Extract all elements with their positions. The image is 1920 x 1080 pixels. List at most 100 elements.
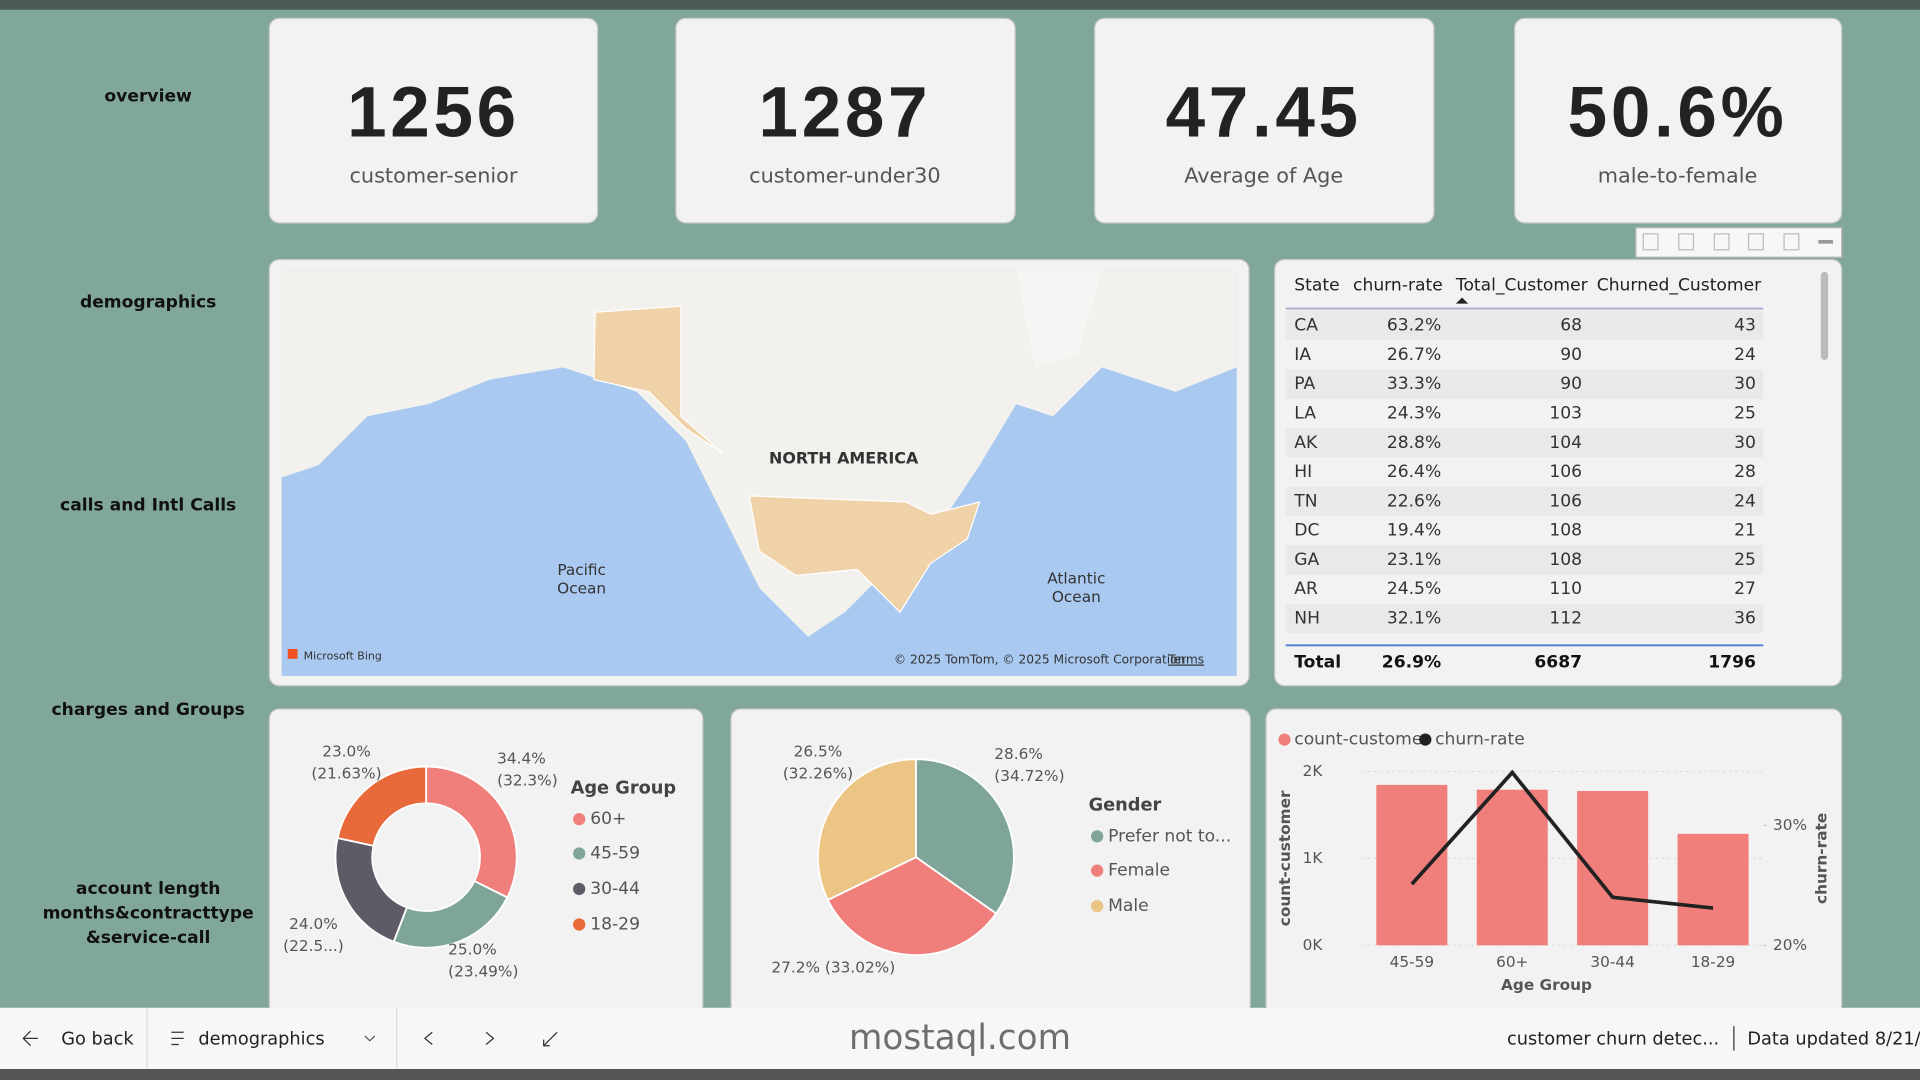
row-bg bbox=[1285, 428, 1764, 458]
focus-icon[interactable] bbox=[1783, 233, 1800, 251]
table-cell: 90 bbox=[1560, 345, 1582, 365]
table-cell: 25 bbox=[1734, 550, 1756, 570]
map-logo: Microsoft Bing bbox=[304, 649, 382, 662]
bing-logo bbox=[287, 648, 298, 659]
next-page[interactable] bbox=[485, 1031, 495, 1045]
table-cell: 90 bbox=[1560, 374, 1582, 394]
table-cell: 28 bbox=[1734, 462, 1756, 482]
combo-card bbox=[1265, 708, 1843, 1016]
total-cell: 26.9% bbox=[1382, 652, 1441, 672]
column-header[interactable]: Churned_Customer bbox=[1597, 275, 1762, 295]
table-cell: 19.4% bbox=[1387, 521, 1441, 541]
data-label: 27.2% (33.02%) bbox=[771, 958, 895, 976]
table-cell: DC bbox=[1294, 521, 1319, 541]
back-button[interactable]: Go back bbox=[61, 1030, 134, 1050]
legend-swatch bbox=[573, 847, 586, 860]
slice bbox=[425, 765, 518, 899]
greenland bbox=[1016, 270, 1103, 368]
column-header[interactable]: churn-rate bbox=[1353, 275, 1443, 295]
nav-link[interactable]: &service-call bbox=[86, 928, 211, 948]
kpi-label: Average of Age bbox=[1184, 163, 1343, 187]
toolbar bbox=[1635, 227, 1843, 258]
nav-link[interactable]: overview bbox=[104, 87, 192, 107]
dropdown-icon[interactable] bbox=[364, 1035, 376, 1042]
map-label: Pacific bbox=[557, 561, 606, 579]
footer-bg bbox=[0, 1007, 1920, 1069]
table-cell: PA bbox=[1294, 374, 1315, 394]
data-label-secondary: (34.72%) bbox=[994, 767, 1064, 785]
data-label-secondary: (33.02%) bbox=[825, 958, 895, 976]
legend-label: 45-59 bbox=[590, 843, 640, 863]
data-label: 34.4% bbox=[497, 750, 546, 768]
nav-link[interactable]: demographics bbox=[80, 292, 216, 312]
map-label: NORTH AMERICA bbox=[769, 449, 919, 468]
map-copyright: © 2025 TomTom, © 2025 Microsoft Corporat… bbox=[894, 653, 1186, 667]
y-tick-label: 1K bbox=[1303, 849, 1324, 867]
row-bg bbox=[1285, 311, 1764, 341]
table-cell: NH bbox=[1294, 608, 1320, 628]
legend-label: 18-29 bbox=[590, 914, 640, 934]
legend-label: Male bbox=[1108, 896, 1149, 916]
nav-link[interactable]: charges and Groups bbox=[52, 700, 245, 720]
prev-page[interactable] bbox=[423, 1031, 433, 1045]
legend-swatch bbox=[1091, 864, 1104, 877]
table-cell: 30 bbox=[1734, 433, 1756, 453]
kpi-value: 50.6% bbox=[1568, 73, 1788, 152]
kpi-card bbox=[675, 17, 1016, 224]
bar bbox=[1476, 789, 1548, 946]
row-bg bbox=[1285, 603, 1764, 634]
column-header[interactable]: Total_Customer bbox=[1455, 275, 1589, 295]
nav-link[interactable]: calls and Intl Calls bbox=[60, 496, 236, 516]
map-label: Ocean bbox=[557, 579, 606, 597]
legend-title: Age Group bbox=[571, 779, 677, 799]
legend-label: churn-rate bbox=[1435, 730, 1525, 750]
table-cell: 33.3% bbox=[1387, 374, 1441, 394]
column-header[interactable]: State bbox=[1294, 275, 1339, 295]
y-tick-label: 2K bbox=[1303, 762, 1324, 780]
table-cell: GA bbox=[1294, 550, 1319, 570]
copy-icon[interactable] bbox=[1678, 233, 1695, 251]
kpi-value: 1256 bbox=[347, 73, 520, 152]
table-cell: 110 bbox=[1549, 579, 1582, 599]
page-selector[interactable]: demographics bbox=[198, 1030, 324, 1050]
footer-bar bbox=[0, 1007, 1920, 1069]
map-terms[interactable]: Terms bbox=[1167, 653, 1204, 667]
kpi-card bbox=[268, 17, 599, 224]
table-cell: CA bbox=[1294, 316, 1318, 336]
legend-title: Gender bbox=[1089, 796, 1162, 816]
filter-icon[interactable] bbox=[1747, 233, 1764, 251]
kpi-label: customer-under30 bbox=[749, 163, 940, 187]
table-cell: 103 bbox=[1549, 404, 1582, 424]
table-cell: 104 bbox=[1549, 433, 1582, 453]
table-cell: 28.8% bbox=[1387, 433, 1441, 453]
fit-icon[interactable] bbox=[543, 1031, 558, 1047]
visual-toolbar bbox=[1635, 227, 1843, 258]
nav-link[interactable]: account length bbox=[76, 879, 220, 899]
usa bbox=[748, 495, 981, 614]
table-cell: 30 bbox=[1734, 374, 1756, 394]
legend-swatch bbox=[573, 882, 586, 896]
pages-icon[interactable] bbox=[171, 1031, 184, 1046]
table-cell: 108 bbox=[1549, 550, 1582, 570]
legend-swatch bbox=[1091, 900, 1104, 913]
nav-link[interactable]: months&contracttype bbox=[43, 903, 254, 923]
legend-swatch bbox=[573, 813, 586, 826]
bottom-strip bbox=[0, 1068, 1920, 1080]
line bbox=[1410, 769, 1714, 910]
table-cell: LA bbox=[1294, 404, 1316, 424]
watermark: mostaql.com bbox=[849, 1018, 1071, 1058]
slice bbox=[817, 758, 917, 902]
data-label: 23.0% bbox=[322, 742, 371, 760]
alert-icon[interactable] bbox=[1713, 233, 1730, 251]
alaska bbox=[593, 305, 723, 454]
data-label: 28.6% bbox=[994, 745, 1043, 763]
pin-icon[interactable] bbox=[1642, 233, 1659, 251]
back-icon[interactable] bbox=[22, 1030, 38, 1047]
table-cell: 24.3% bbox=[1387, 404, 1441, 424]
more-icon[interactable] bbox=[1818, 240, 1834, 244]
table-cell: 43 bbox=[1734, 316, 1756, 336]
x-tick-label: 30-44 bbox=[1590, 953, 1634, 971]
map-label: Atlantic bbox=[1047, 570, 1105, 588]
table-cell: 26.7% bbox=[1387, 345, 1441, 365]
